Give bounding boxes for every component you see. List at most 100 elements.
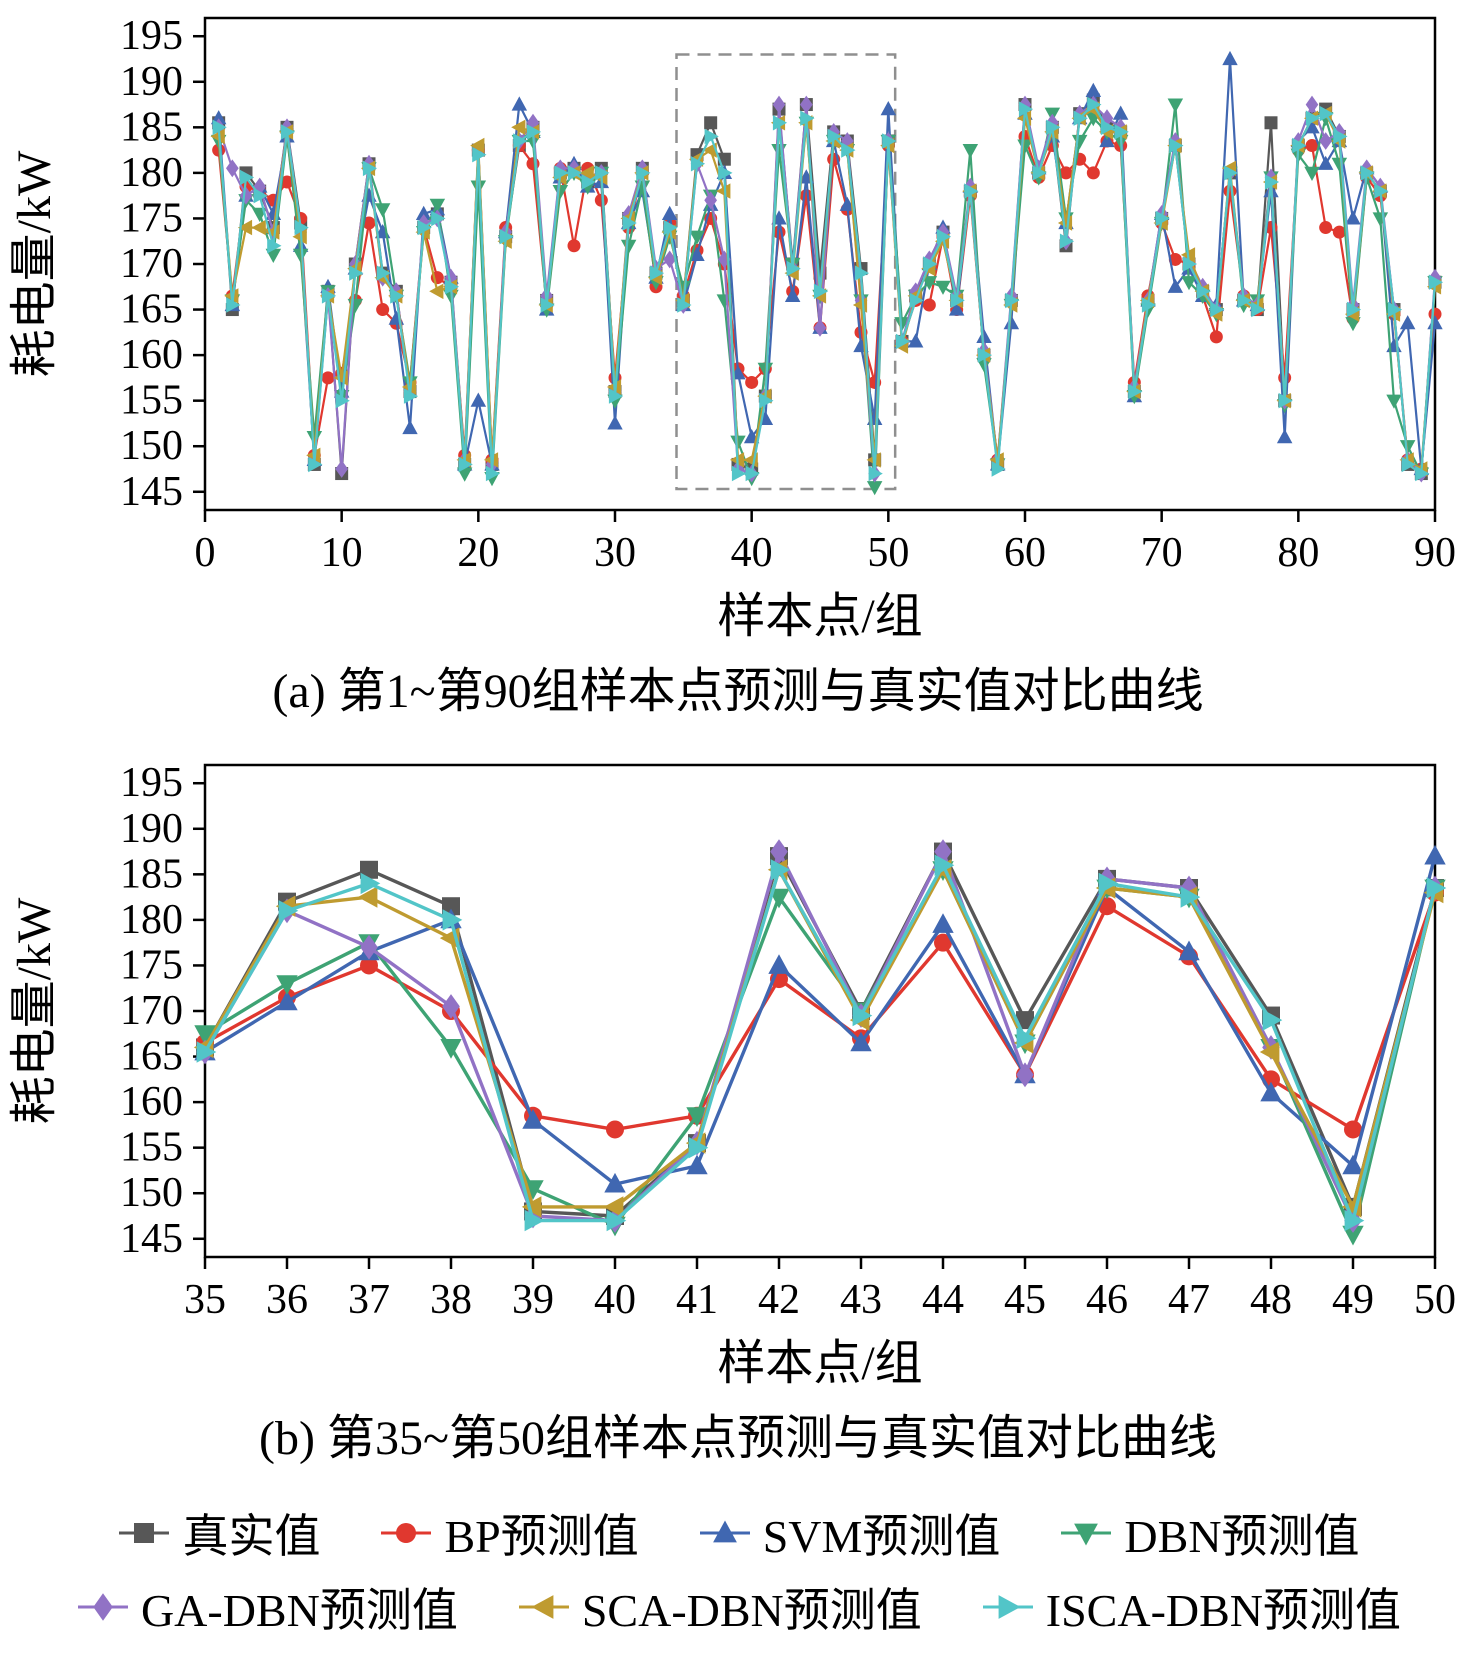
x-axis-label: 样本点/组 <box>717 590 922 643</box>
y-tick-label: 180 <box>120 150 183 196</box>
triangle-left-marker <box>210 128 225 145</box>
triangle-down-marker <box>456 467 473 482</box>
triangle-down-marker <box>440 1038 462 1059</box>
triangle-up-marker <box>689 246 705 261</box>
triangle-up-marker <box>276 990 298 1011</box>
triangle-right-marker <box>1360 165 1375 181</box>
x-tick-label: 35 <box>184 1277 226 1323</box>
series-line-bp <box>204 891 1437 1131</box>
triangle-right-marker <box>688 1136 709 1159</box>
triangle-right-marker <box>704 128 719 145</box>
triangle-right-marker <box>934 854 955 876</box>
triangle-right-marker <box>964 183 979 199</box>
y-tick-label: 145 <box>120 1216 183 1262</box>
chart-a: 145 150 155 160 165 170 175 180 185 190 195 0 10 20 30… <box>0 6 1476 719</box>
y-tick-label: 165 <box>120 1033 183 1079</box>
triangle-down-marker <box>1331 157 1348 172</box>
diamond-marker <box>813 318 827 337</box>
x-tick-label: 45 <box>1004 1277 1046 1323</box>
triangle-right-marker <box>813 283 829 300</box>
triangle-up-marker <box>784 287 801 302</box>
triangle-right-marker <box>1387 301 1403 318</box>
x-tick-label: 38 <box>430 1277 472 1323</box>
triangle-right-marker <box>308 456 323 473</box>
triangle-right-marker <box>1401 456 1416 473</box>
triangle-up-marker <box>415 205 432 220</box>
triangle-down-marker <box>1399 440 1416 455</box>
triangle-down-marker-icon <box>1061 1523 1112 1546</box>
triangle-right-marker <box>581 174 596 190</box>
triangle-right-marker <box>936 228 952 245</box>
triangle-right-marker <box>1032 165 1047 181</box>
triangle-right-marker <box>1223 165 1239 181</box>
y-tick-label: 175 <box>120 195 183 241</box>
triangle-left-marker <box>251 219 266 236</box>
circle-marker <box>362 216 376 230</box>
circle-marker <box>1086 166 1100 180</box>
triangle-left-marker <box>521 1195 542 1218</box>
diamond-marker <box>704 191 717 210</box>
y-tick-label: 170 <box>120 988 183 1034</box>
triangle-right-marker <box>1141 297 1157 313</box>
legend: 真实值 BP预测值 SVM预测值 DBN预测值 GA-DBN预测值 S <box>0 1500 1476 1640</box>
triangle-down-marker <box>935 280 951 295</box>
triangle-down-marker <box>306 431 323 446</box>
triangle-right-marker <box>731 465 747 482</box>
diamond-marker <box>1264 168 1278 187</box>
triangle-right-marker <box>868 465 883 482</box>
x-tick-label: 37 <box>348 1277 390 1323</box>
triangle-right-marker <box>1128 383 1143 400</box>
triangle-up-marker <box>402 419 418 435</box>
triangle-right-marker <box>417 219 432 236</box>
legend-row-2: GA-DBN预测值 SCA-DBN预测值 ISCA-DBN预测值 <box>0 1574 1476 1640</box>
triangle-right-marker <box>1333 128 1348 145</box>
circle-marker <box>1332 225 1346 239</box>
triangle-right-marker <box>649 265 665 281</box>
diamond-marker <box>280 118 294 137</box>
series-isca <box>212 96 1444 482</box>
triangle-left-marker <box>511 119 526 136</box>
triangle-right-marker <box>1264 174 1280 190</box>
triangle-right-marker <box>1155 210 1170 227</box>
triangle-right-marker <box>841 142 856 158</box>
diamond-marker <box>1180 875 1198 901</box>
circle-marker <box>321 371 335 385</box>
triangle-down-marker <box>276 974 298 995</box>
circle-marker <box>1223 184 1237 198</box>
y-tick-label: 160 <box>120 1079 183 1125</box>
triangle-right-marker <box>403 388 419 404</box>
y-tick-label: 145 <box>120 469 183 515</box>
triangle-right-marker <box>622 215 637 231</box>
triangle-up-marker <box>1342 1154 1364 1175</box>
triangle-right-marker <box>1346 301 1362 318</box>
triangle-right-marker <box>595 165 610 181</box>
y-tick-label: 190 <box>120 806 183 852</box>
triangle-right-marker <box>690 156 706 172</box>
chart-b: 145 150 155 160 165 170 175 180 185 190 195 35 36 37 3… <box>0 753 1476 1466</box>
series-sca <box>193 858 1444 1218</box>
x-tick-label: 80 <box>1277 530 1319 576</box>
legend-label-svm: SVM预测值 <box>762 1510 1001 1562</box>
triangle-right-marker <box>212 119 227 136</box>
triangle-right-marker <box>540 297 555 313</box>
triangle-right-marker <box>909 292 924 309</box>
y-axis-label: 耗电量/kW <box>8 897 61 1124</box>
legend-label-isca: ISCA-DBN预测值 <box>1045 1584 1402 1636</box>
diamond-marker <box>1319 132 1332 150</box>
legend-label-actual: 真实值 <box>182 1510 321 1562</box>
triangle-up-marker <box>1178 940 1200 960</box>
triangle-left-marker <box>531 1594 554 1619</box>
diamond-marker <box>1305 95 1319 114</box>
triangle-down-marker <box>689 230 705 245</box>
triangle-right-marker <box>786 260 801 277</box>
y-tick-label: 180 <box>120 897 183 943</box>
triangle-right-marker <box>444 279 460 295</box>
diamond-marker <box>718 250 731 269</box>
caption-b: (b) 第35~第50组样本点预测与真实值对比曲线 <box>259 1411 1217 1465</box>
legend-item-svm: SVM预测值 <box>697 1500 1001 1566</box>
triangle-down-marker <box>686 1107 708 1127</box>
x-tick-label: 40 <box>594 1277 636 1323</box>
triangle-left-marker <box>1259 1041 1280 1063</box>
triangle-right-marker <box>1344 1209 1365 1231</box>
